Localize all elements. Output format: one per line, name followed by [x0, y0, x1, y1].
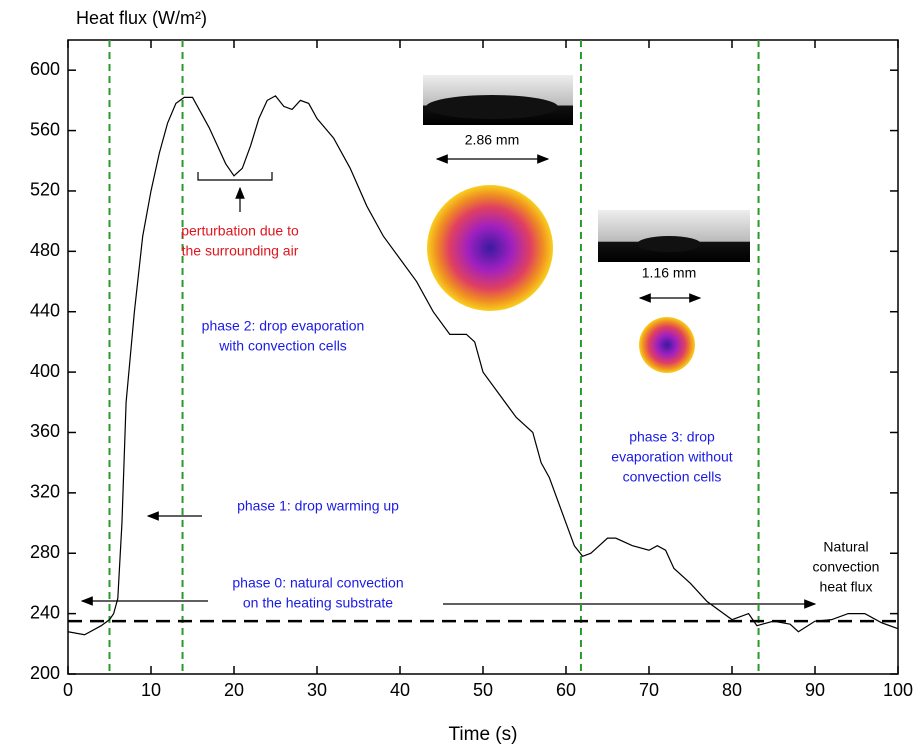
- y-tick-label: 440: [30, 300, 60, 320]
- annotation: evaporation without: [611, 449, 733, 465]
- y-tick-label: 480: [30, 240, 60, 260]
- x-tick-label: 10: [141, 680, 161, 700]
- annotation: convection: [813, 559, 880, 575]
- x-axis-label: Time (s): [449, 724, 518, 745]
- x-tick-label: 40: [390, 680, 410, 700]
- x-tick-label: 80: [722, 680, 742, 700]
- x-tick-label: 20: [224, 680, 244, 700]
- annotation: the surrounding air: [182, 243, 299, 259]
- annotation: phase 1: drop warming up: [237, 498, 399, 514]
- y-tick-label: 600: [30, 59, 60, 79]
- y-tick-label: 520: [30, 180, 60, 200]
- x-tick-label: 50: [473, 680, 493, 700]
- annotation: phase 3: drop: [629, 429, 715, 445]
- y-tick-label: 360: [30, 421, 60, 441]
- annotation: phase 2: drop evaporation: [202, 318, 365, 334]
- x-tick-label: 100: [883, 680, 913, 700]
- y-axis-label: Heat flux (W/m²): [76, 8, 207, 28]
- y-tick-label: 400: [30, 361, 60, 381]
- annotation: convection cells: [623, 469, 722, 485]
- annotation: on the heating substrate: [243, 595, 393, 611]
- x-tick-label: 60: [556, 680, 576, 700]
- annotation: phase 0: natural convection: [232, 575, 403, 591]
- y-tick-label: 280: [30, 542, 60, 562]
- annotation: perturbation due to: [181, 223, 299, 239]
- y-tick-label: 200: [30, 663, 60, 683]
- annotation: Natural: [823, 539, 868, 555]
- x-tick-label: 0: [63, 680, 73, 700]
- heat-flux-line: [67, 95, 899, 636]
- annotation: 2.86 mm: [465, 132, 519, 148]
- x-tick-label: 90: [805, 680, 825, 700]
- annotation: 1.16 mm: [642, 265, 696, 281]
- x-tick-label: 70: [639, 680, 659, 700]
- arrows: [80, 154, 817, 609]
- y-tick-label: 320: [30, 482, 60, 502]
- y-tick-label: 240: [30, 602, 60, 622]
- drop-images: [423, 75, 750, 373]
- x-tick-label: 30: [307, 680, 327, 700]
- annotation: with convection cells: [218, 338, 347, 354]
- y-tick-label: 560: [30, 119, 60, 139]
- annotation: heat flux: [820, 579, 873, 595]
